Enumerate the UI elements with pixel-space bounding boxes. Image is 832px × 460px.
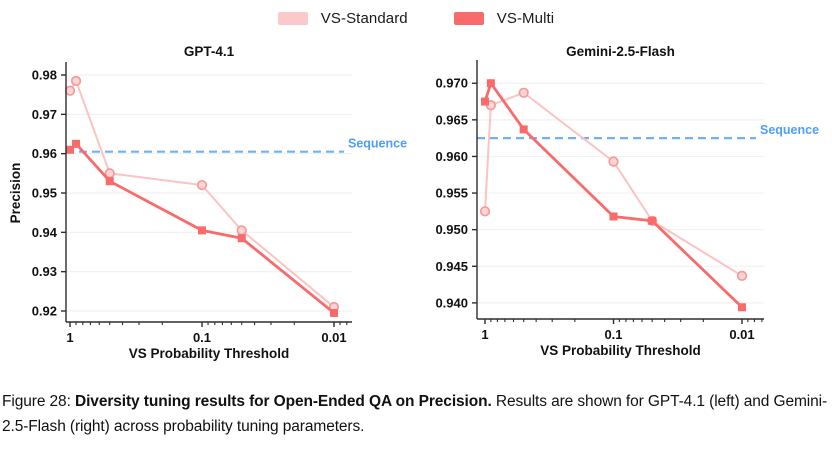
vs-multi-legend-label: VS-Multi [496, 10, 555, 27]
x-tick-label: 1 [481, 327, 488, 342]
chart-legend: VS-Standard VS-Multi [0, 10, 832, 27]
vs-standard-legend-label: VS-Standard [320, 10, 408, 27]
vs-multi-marker [66, 145, 74, 154]
vs-multi-marker [105, 177, 114, 186]
chart-title: GPT-4.1 [184, 44, 235, 59]
vs-standard-marker [608, 156, 619, 167]
vs-multi-marker [481, 97, 489, 106]
vs-multi-swatch-icon [453, 12, 484, 25]
x-tick-label: 0.1 [604, 327, 622, 342]
y-tick-label: 0.92 [32, 303, 57, 318]
y-axis-label: Precision [8, 163, 23, 224]
y-tick-label: 0.93 [32, 264, 57, 279]
vs-standard-marker [196, 179, 208, 191]
caption-bold-title: Diversity tuning results for Open-Ended … [75, 393, 492, 410]
chart-title: Gemini-2.5-Flash [566, 44, 675, 59]
figure-caption: Figure 28: Diversity tuning results for … [2, 389, 830, 439]
vs-multi-line [483, 81, 744, 309]
vs-standard-marker [70, 75, 82, 87]
x-tick-label: 0.1 [193, 330, 211, 345]
y-tick-label: 0.945 [435, 259, 468, 274]
legend-item-vs-multi: VS-Multi [453, 10, 555, 27]
vs-standard-marker [64, 85, 76, 96]
x-axis-label: VS Probability Threshold [129, 346, 290, 361]
x-tick-label: 1 [66, 330, 73, 345]
sequence-label: Sequence [348, 137, 407, 151]
chart-gpt-4-1: Sequence 0.92 0.93 0.94 0.95 0.96 0.97 0.98 1 0.1… [8, 44, 407, 361]
vs-multi-marker [198, 226, 206, 235]
vs-multi-marker [519, 125, 528, 134]
x-tick-label: 0.01 [729, 327, 754, 342]
y-tick-label: 0.970 [435, 76, 468, 91]
x-tick-label: 0.01 [321, 330, 346, 345]
y-tick-label: 0.98 [32, 68, 57, 83]
vs-multi-marker [738, 303, 746, 312]
caption-rest: Results are shown for GPT-4.1 (left) and… [2, 393, 828, 435]
vs-standard-marker [236, 225, 247, 236]
vs-multi-marker [648, 216, 657, 225]
vs-standard-line [484, 91, 743, 277]
y-tick-label: 0.95 [32, 186, 57, 201]
x-axis-label: VS Probability Threshold [540, 343, 701, 358]
y-tick-label: 0.97 [32, 107, 57, 122]
sequence-label: Sequence [760, 123, 819, 137]
vs-standard-marker [518, 87, 529, 98]
chart-gemini-2-5-flash: Sequence 0.940 0.945 0.950 0.955 0.960 0.965 0.… [435, 44, 819, 358]
y-tick-label: 0.960 [435, 149, 468, 164]
vs-multi-marker [72, 139, 81, 148]
caption-prefix: Figure 28: [2, 393, 75, 410]
legend-item-vs-standard: VS-Standard [277, 10, 408, 27]
vs-multi-marker [330, 308, 338, 317]
vs-standard-marker [479, 206, 491, 217]
y-tick-label: 0.94 [32, 225, 58, 240]
charts-canvas: Sequence 0.92 0.93 0.94 0.95 0.96 0.97 0.98 1 0.1… [8, 44, 819, 361]
y-tick-label: 0.940 [435, 295, 468, 310]
y-tick-label: 0.96 [32, 146, 57, 161]
vs-multi-marker [237, 234, 246, 243]
vs-standard-marker [736, 270, 748, 281]
vs-multi-marker [486, 79, 495, 88]
y-tick-label: 0.950 [435, 222, 468, 237]
vs-standard-swatch-icon [277, 12, 308, 25]
y-tick-label: 0.965 [435, 112, 468, 127]
y-tick-label: 0.955 [435, 186, 468, 201]
vs-multi-marker [609, 212, 618, 221]
